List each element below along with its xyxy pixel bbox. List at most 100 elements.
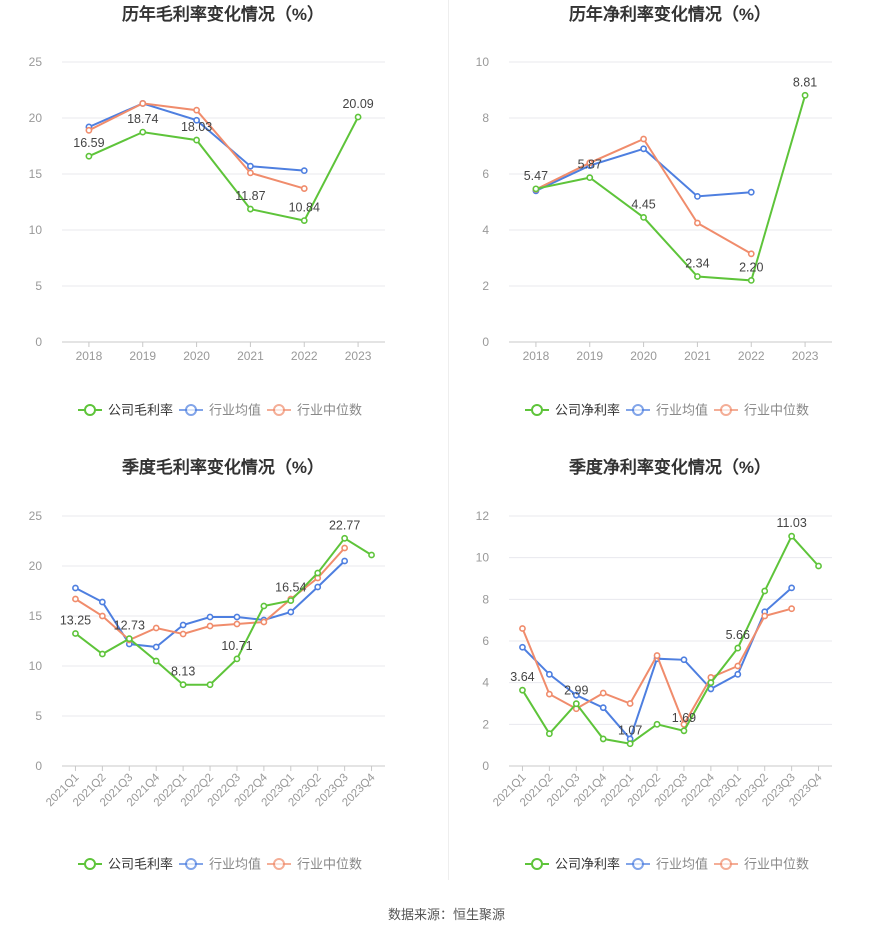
legend-label: 公司净利率: [555, 403, 620, 418]
x-tick-label: 2022: [291, 349, 318, 363]
legend-label: 公司毛利率: [108, 857, 173, 872]
x-tick-label: 2020: [183, 349, 210, 363]
y-tick-label: 0: [35, 335, 42, 349]
legend-marker: [720, 858, 732, 870]
x-tick-label: 2021: [237, 349, 264, 363]
series-line-industry_median: [521, 607, 792, 727]
x-tick-label: 2018: [76, 349, 103, 363]
chart-annual-net-margin: 历年净利率变化情况（%） 0 2 4 6 8 10 2018 2019 2020 2021 2022 2…: [447, 0, 893, 460]
x-tick-label: 2020: [630, 349, 657, 363]
data-label: 16.59: [73, 136, 104, 150]
data-point-industry_avg: [519, 643, 526, 651]
data-label: 16.54: [275, 581, 306, 595]
legend-label: 行业均值: [209, 403, 261, 418]
data-label: 4.45: [631, 197, 655, 211]
data-point-industry_avg: [98, 598, 106, 606]
legend-item-company: 公司毛利率: [78, 403, 173, 418]
x-tick-label: 2022: [738, 349, 765, 363]
data-point-industry_avg: [640, 145, 647, 153]
legend-label: 公司毛利率: [108, 403, 173, 418]
data-label: 5.47: [524, 169, 548, 183]
data-point-company: [801, 91, 809, 99]
legend-item-industry_avg: 行业均值: [179, 857, 261, 872]
data-label: 5.87: [578, 158, 602, 172]
y-tick-label: 2: [482, 279, 489, 293]
data-point-industry_median: [139, 100, 147, 107]
y-tick-label: 0: [482, 759, 489, 773]
data-point-company: [179, 681, 187, 689]
chart-svg: 季度净利率变化情况（%）0246810122021Q12021Q22021Q32…: [476, 457, 832, 872]
y-tick-label: 0: [35, 759, 42, 773]
data-label: 18.74: [127, 112, 158, 126]
series-line-company: [521, 534, 820, 745]
data-point-company: [300, 217, 308, 224]
y-tick-label: 8: [482, 111, 489, 125]
x-tick-label: 2018: [523, 349, 550, 363]
data-label: 11.87: [235, 189, 265, 203]
legend-marker: [632, 404, 644, 416]
panel-divider: [448, 0, 449, 880]
chart-svg: 历年毛利率变化情况（%） 0 5 10 15 20 25 2018 2019 2020 2021 20…: [29, 4, 385, 418]
data-point-company: [680, 727, 688, 735]
series-line-industry_median: [88, 102, 305, 190]
data-point-industry_avg: [233, 613, 241, 621]
data-point-company: [260, 602, 268, 610]
legend-marker: [185, 858, 197, 870]
data-point-industry_avg: [545, 670, 553, 678]
y-tick-label: 15: [29, 609, 43, 623]
data-point-company: [599, 735, 607, 743]
legend-label: 行业均值: [209, 857, 261, 872]
data-point-company: [247, 205, 254, 213]
y-tick-label: 2: [482, 717, 489, 731]
y-tick-label: 10: [476, 55, 490, 69]
x-tick-label: 2023: [792, 349, 819, 363]
data-point-industry_avg: [206, 613, 214, 621]
data-point-company: [85, 152, 93, 160]
data-point-industry_median: [545, 690, 553, 698]
data-label: 2.20: [739, 260, 763, 274]
y-tick-label: 25: [29, 55, 43, 69]
series-line-company: [74, 536, 373, 686]
y-tick-label: 4: [482, 676, 489, 690]
data-point-industry_median: [734, 662, 742, 670]
data-point-company: [193, 136, 200, 144]
series-line-company: [535, 95, 807, 282]
data-point-industry_median: [519, 625, 526, 632]
data-point-industry_median: [179, 630, 187, 638]
chart-title: 历年净利率变化情况（%）: [569, 4, 771, 24]
legend-marker: [84, 404, 96, 416]
legend-marker: [531, 858, 543, 870]
data-point-industry_avg: [300, 167, 308, 175]
legend-label: 行业中位数: [297, 403, 362, 418]
y-tick-label: 6: [482, 634, 489, 648]
chart-title: 季度毛利率变化情况（%）: [122, 457, 324, 477]
y-tick-label: 6: [482, 167, 489, 181]
data-point-industry_avg: [287, 608, 295, 616]
data-point-industry_avg: [152, 643, 160, 651]
legend-item-industry_median: 行业中位数: [714, 403, 809, 418]
legend-label: 行业中位数: [297, 857, 362, 872]
data-point-industry_median: [694, 219, 701, 227]
data-point-company: [233, 655, 241, 663]
data-point-industry_median: [247, 169, 254, 177]
series-line-industry_median: [535, 137, 752, 255]
data-point-company: [287, 597, 295, 604]
data-point-industry_median: [72, 595, 79, 603]
legend-marker: [273, 404, 285, 416]
y-tick-label: 10: [29, 223, 43, 237]
data-point-industry_avg: [788, 584, 796, 592]
data-label: 13.25: [60, 614, 91, 628]
data-point-company: [640, 213, 647, 221]
legend-item-company: 公司净利率: [525, 403, 620, 418]
data-label: 10.84: [289, 201, 320, 215]
data-point-company: [532, 185, 540, 193]
data-point-industry_median: [206, 622, 214, 630]
legend-label: 行业中位数: [744, 857, 809, 872]
data-label: 10.71: [221, 639, 252, 653]
data-label: 8.13: [171, 665, 195, 679]
data-point-company: [694, 273, 701, 280]
data-point-company: [626, 740, 634, 748]
legend-item-industry_avg: 行业均值: [179, 403, 261, 418]
data-point-industry_median: [747, 250, 755, 258]
legend-label: 行业均值: [656, 857, 708, 872]
